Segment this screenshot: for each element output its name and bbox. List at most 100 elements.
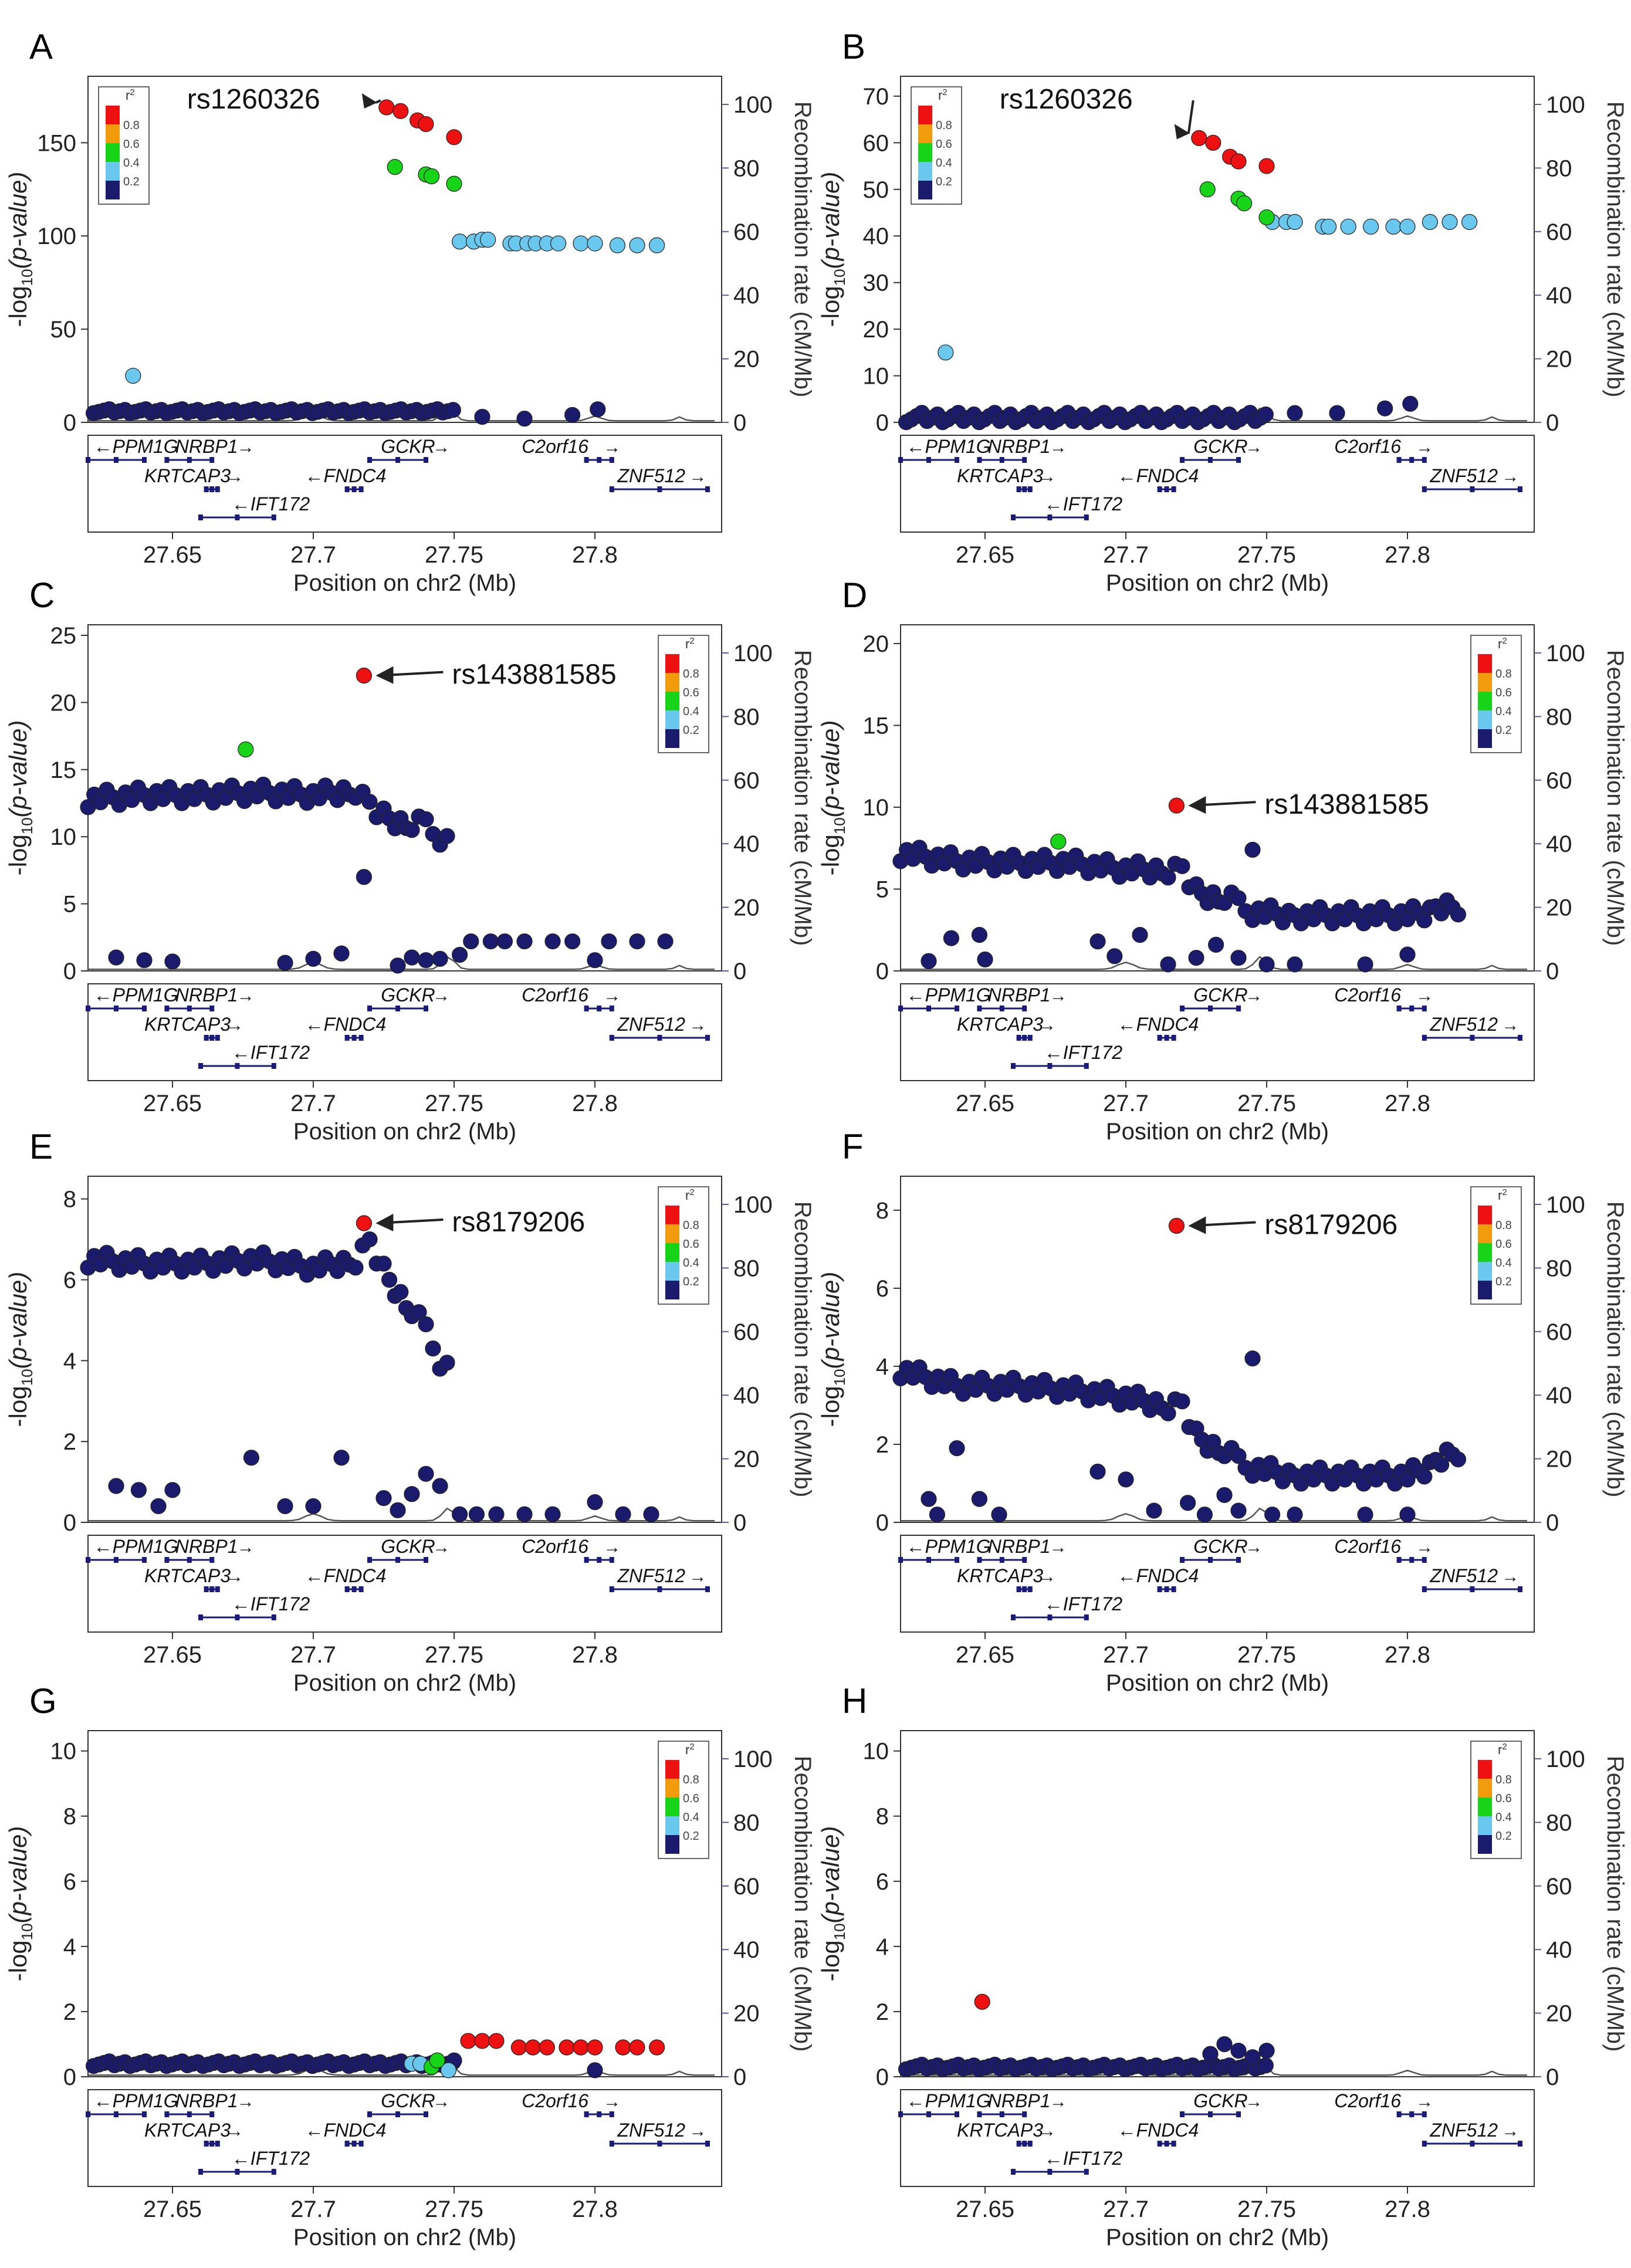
snp-point-green: [1050, 833, 1067, 850]
snp-point-navy: [108, 949, 124, 966]
gene-exon: [1422, 1586, 1427, 1592]
gene-exon: [1157, 2141, 1162, 2147]
gene-exon: [209, 486, 215, 492]
gene-exon: [1011, 2169, 1016, 2175]
snp-point-navy: [544, 1506, 561, 1522]
gene-exon: [215, 1035, 220, 1041]
gene-label: KRTCAP3: [957, 1014, 1043, 1035]
snp-point-navy: [418, 1316, 434, 1332]
snp-point-navy: [1399, 1471, 1416, 1488]
snp-point-navy: [590, 401, 606, 418]
gene-exon: [1157, 1035, 1162, 1041]
gene-exon: [358, 486, 364, 492]
legend-swatch: [665, 1281, 679, 1299]
y-tick-label: 60: [863, 130, 889, 156]
gene-exon: [395, 2111, 400, 2117]
gene-arrow: →: [1050, 2092, 1067, 2111]
annotation-label: rs8179206: [452, 1207, 585, 1238]
gene-exon: [142, 1557, 147, 1563]
gene-exon: [1180, 1557, 1185, 1563]
snp-point-green: [429, 2052, 445, 2069]
snp-point-navy: [432, 1478, 448, 1494]
gene-exon: [1396, 1006, 1402, 1011]
snp-point-navy: [1258, 2042, 1275, 2059]
legend-swatch: [1478, 1243, 1492, 1262]
y-tick-label: 50: [863, 177, 889, 203]
gene-label: ←FNDC4: [305, 465, 387, 486]
x-tick-label: 27.8: [1385, 2196, 1430, 2222]
snp-point-navy: [375, 1255, 392, 1272]
gene-label: NRBP1: [175, 436, 238, 457]
panel-letter: G: [29, 1681, 57, 1721]
gene-label: ZNF512: [617, 1565, 685, 1586]
y2-tick-label: 80: [1546, 155, 1572, 181]
gene-label: ←IFT172: [232, 2148, 310, 2169]
snp-point-cyan: [938, 344, 954, 361]
gene-label: GCKR: [1193, 1536, 1247, 1557]
x-tick-label: 27.75: [425, 2196, 483, 2222]
snp-point-navy: [404, 822, 420, 838]
gene-exon: [1236, 1557, 1241, 1563]
legend-label: 0.2: [683, 1275, 699, 1288]
y-tick-label: 20: [50, 690, 77, 716]
x-tick-label: 27.65: [956, 1642, 1014, 1668]
snp-point-navy: [516, 411, 533, 427]
y-tick-label: 4: [876, 1354, 889, 1380]
gene-exon: [926, 1006, 931, 1011]
legend-swatch: [1478, 1835, 1492, 1854]
snp-point-green: [1258, 209, 1275, 226]
gene-exon: [358, 1035, 364, 1041]
gene-exon: [1470, 2141, 1475, 2147]
legend-label: 0.4: [683, 705, 699, 718]
legend-label: 0.6: [683, 686, 699, 699]
y2-tick-label: 80: [1546, 1810, 1572, 1836]
snp-point-navy: [305, 1498, 322, 1515]
y2-tick-label: 0: [1546, 1510, 1559, 1536]
snp-point-cyan: [125, 367, 141, 384]
panel-letter: F: [842, 1127, 864, 1166]
gene-exon: [1022, 1035, 1027, 1041]
y2-axis-label: Recombination rate (cM/Mb): [1602, 101, 1628, 398]
gene-exon: [1157, 486, 1162, 492]
legend-swatch: [918, 181, 932, 199]
gene-arrow: →: [237, 2092, 255, 2111]
gene-exon: [198, 1063, 203, 1069]
legend-swatch: [665, 1835, 679, 1854]
snp-point-navy: [243, 1450, 259, 1466]
gene-exon: [999, 1557, 1004, 1563]
snp-point-navy: [657, 933, 674, 950]
gene-exon: [597, 457, 602, 463]
recombination-line: [901, 2061, 1527, 2076]
x-tick-label: 27.8: [1385, 542, 1430, 568]
legend-swatch: [665, 673, 679, 692]
snp-point-red: [356, 668, 373, 684]
legend-title: r2: [1498, 1187, 1507, 1203]
legend-swatch: [665, 1224, 679, 1243]
gene-exon: [271, 1614, 276, 1620]
y-tick-label: 2: [63, 1429, 76, 1455]
snp-point-navy: [943, 930, 960, 946]
gene-label: ←PPM1G: [94, 436, 178, 457]
gene-label: ZNF512: [617, 2120, 685, 2141]
snp-point-navy: [1257, 2057, 1274, 2074]
gene-exon: [86, 1557, 90, 1563]
gene-track-frame: [900, 2089, 1535, 2187]
snp-point-navy: [1202, 2046, 1219, 2062]
y2-tick-label: 80: [1546, 704, 1572, 730]
gene-exon: [1011, 1063, 1016, 1069]
gene-label: NRBP1: [175, 984, 238, 1006]
gene-label: GCKR: [381, 2090, 435, 2111]
gene-exon: [1422, 2111, 1427, 2117]
legend-swatch: [1478, 1206, 1492, 1224]
gene-arrow: →: [432, 1538, 450, 1557]
gene-exon: [351, 2141, 357, 2147]
gene-exon: [705, 1035, 710, 1041]
gene-exon: [1027, 486, 1033, 492]
gene-track-frame: [87, 2089, 722, 2187]
gene-label: ←FNDC4: [1118, 1014, 1199, 1035]
x-axis-label: Position on chr2 (Mb): [1106, 1670, 1329, 1696]
snp-point-navy: [1416, 1468, 1433, 1485]
gene-arrow: →: [689, 2121, 706, 2141]
gene-exon: [1047, 514, 1053, 520]
gene-exon: [609, 1006, 614, 1011]
